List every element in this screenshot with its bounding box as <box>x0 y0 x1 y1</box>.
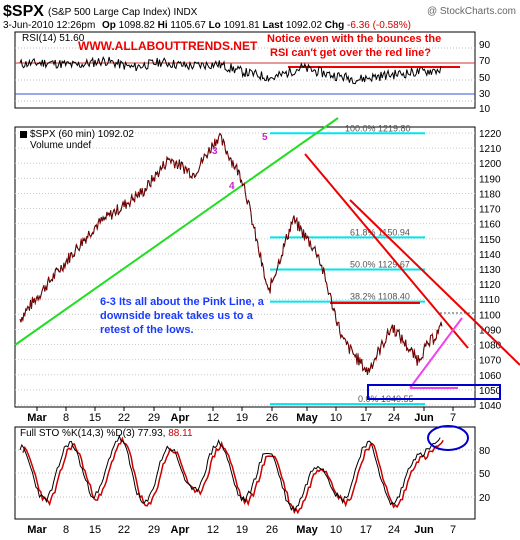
price-label: $SPX (60 min) 1092.02 <box>30 129 134 140</box>
chart-source: @ StockCharts.com <box>427 6 516 17</box>
chart-index-name: (S&P 500 Large Cap Index) INDX <box>48 7 198 18</box>
x-tick: 12 <box>207 412 219 424</box>
price-tick: 1040 <box>479 401 502 412</box>
price-tick: 1140 <box>479 250 501 261</box>
sto-tick: 50 <box>479 469 491 480</box>
rsi-ticks: 90 70 50 30 10 <box>479 40 491 115</box>
sto-x-axis: Mar 8 15 22 29 Apr 12 19 26 May 10 17 24 Jun 7 <box>27 524 456 536</box>
x-tick: 24 <box>388 524 400 536</box>
rsi-tick: 50 <box>479 73 491 84</box>
price-tick: 1070 <box>479 356 502 367</box>
x-tick: 7 <box>450 524 456 536</box>
price-ticks: 1220 1210 1200 1190 1180 1170 1160 1150 1140 1130… <box>479 129 502 412</box>
rsi-tick: 90 <box>479 40 491 51</box>
x-tick: 22 <box>118 412 130 424</box>
rsi-tick: 30 <box>479 89 491 100</box>
annotation-line3: retest of the lows. <box>100 324 194 336</box>
x-tick: Apr <box>171 412 191 424</box>
support-trendline <box>14 117 339 346</box>
x-tick: 26 <box>266 524 278 536</box>
price-tick: 1130 <box>479 265 501 276</box>
fib-label: 38.2% 1108.40 <box>350 292 410 302</box>
x-tick: 10 <box>330 524 342 536</box>
sto-ticks: 80 50 20 <box>479 446 491 504</box>
x-tick: 29 <box>148 412 160 424</box>
sto-highlight-ellipse <box>427 425 469 451</box>
price-tick: 1080 <box>479 341 502 352</box>
fib-label: 50.0% 1129.67 <box>350 259 410 269</box>
fib-label: 100.0% 1219.80 <box>345 123 411 133</box>
price-tick: 1180 <box>479 189 501 200</box>
x-tick: 22 <box>118 524 130 536</box>
resistance-trendline-2 <box>349 199 520 366</box>
wave-label-4: 4 <box>229 181 235 192</box>
x-tick: 17 <box>360 524 372 536</box>
price-tick: 1210 <box>479 144 502 155</box>
quote-date: 3-Jun-2010 12:26pm <box>3 20 95 31</box>
x-tick: 24 <box>388 412 400 424</box>
rsi-panel <box>14 31 476 109</box>
price-x-axis: Mar 8 15 22 29 Apr 12 19 26 May 10 17 24 Jun 7 <box>27 407 456 424</box>
rsi-label: RSI(14) 51.60 <box>22 33 85 44</box>
wave-label-3: 3 <box>212 146 218 157</box>
rsi-tick: 10 <box>479 104 491 115</box>
price-tick: 1120 <box>479 280 501 291</box>
x-tick: 10 <box>330 412 342 424</box>
price-series-accent <box>19 132 442 376</box>
x-tick: 19 <box>236 524 248 536</box>
x-tick: 29 <box>148 524 160 536</box>
pink-trendline <box>409 317 463 389</box>
sto-tick: 80 <box>479 446 491 457</box>
sto-d-line <box>22 436 444 515</box>
fib-label: 61.8% 1150.94 <box>350 227 410 237</box>
x-tick: 8 <box>63 524 69 536</box>
volume-label: Volume undef <box>30 140 91 151</box>
x-tick: 15 <box>89 524 101 536</box>
price-tick: 1110 <box>479 295 500 306</box>
x-tick: 19 <box>236 412 248 424</box>
quote-line: Op 1098.82 Hi 1105.67 Lo 1091.81 Last 10… <box>102 20 411 31</box>
sto-label: Full STO %K(14,3) %D(3) 77.93, 88.11 <box>20 428 193 439</box>
price-tick: 1150 <box>479 235 501 246</box>
price-tick: 1100 <box>479 310 501 321</box>
price-tick: 1170 <box>479 205 501 216</box>
rsi-tick: 70 <box>479 56 491 67</box>
x-tick: Jun <box>414 524 434 536</box>
price-tick: 1050 <box>479 386 502 397</box>
legend-swatch <box>20 131 27 138</box>
annotation-line1: 6-3 Its all about the Pink Line, a <box>100 296 265 308</box>
sto-tick: 20 <box>479 493 491 504</box>
price-tick: 1200 <box>479 159 502 170</box>
rsi-note-line1: Notice even with the bounces the <box>267 33 441 45</box>
x-tick: Mar <box>27 524 47 536</box>
wave-label-5: 5 <box>262 132 268 143</box>
price-tick: 1160 <box>479 220 501 231</box>
x-tick: Apr <box>171 524 191 536</box>
x-tick: 26 <box>266 412 278 424</box>
rsi-watermark: WWW.ALLABOUTTRENDS.NET <box>78 39 258 53</box>
x-tick: 15 <box>89 412 101 424</box>
x-tick: May <box>296 412 318 424</box>
x-tick: Mar <box>27 412 47 424</box>
price-tick: 1190 <box>479 174 501 185</box>
rsi-note-line2: RSI can't get over the red line? <box>270 47 431 59</box>
sto-k-line <box>19 434 441 512</box>
price-tick: 1060 <box>479 371 502 382</box>
x-tick: 8 <box>63 412 69 424</box>
x-tick: Jun <box>414 412 434 424</box>
resistance-trendline-1 <box>304 153 469 349</box>
rsi-line <box>19 56 442 85</box>
price-tick: 1220 <box>479 129 502 140</box>
support-box <box>367 384 501 400</box>
x-tick: 17 <box>360 412 372 424</box>
x-tick: May <box>296 524 318 536</box>
price-tick: 1090 <box>479 325 502 336</box>
x-tick: 12 <box>207 524 219 536</box>
fib-levels: 100.0% 1219.80 61.8% 1150.94 50.0% 1129.67… <box>270 123 425 406</box>
chart-symbol: $SPX <box>3 3 44 20</box>
x-tick: 7 <box>450 412 456 424</box>
price-panel <box>14 126 476 408</box>
annotation-line2: downside break takes us to a <box>100 310 254 322</box>
